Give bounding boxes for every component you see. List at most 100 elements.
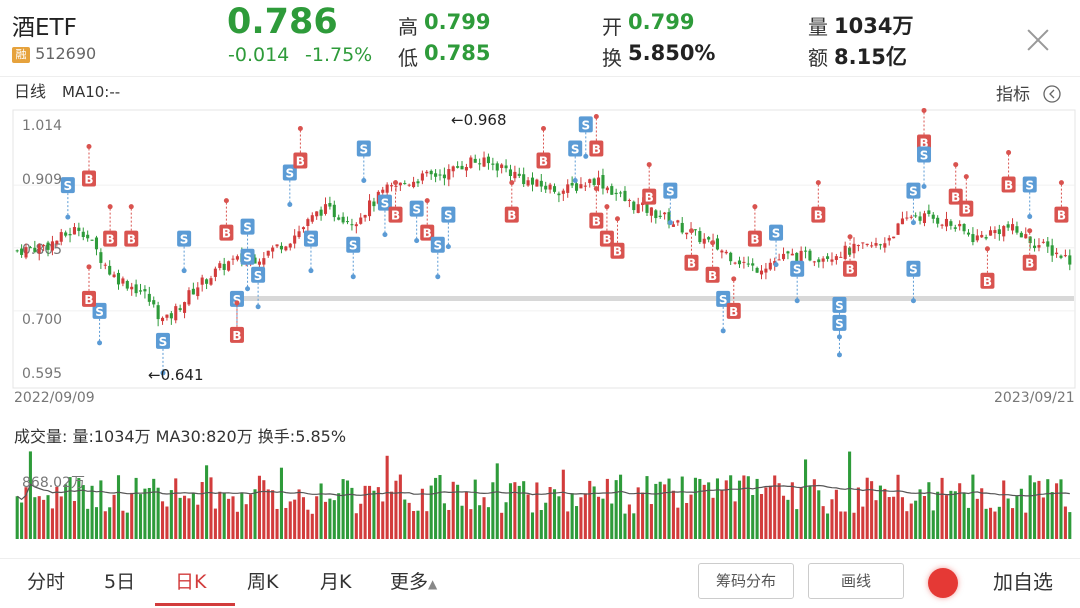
buy-marker: B [124, 204, 139, 247]
buy-marker: B [1022, 228, 1037, 271]
volume-bar [742, 475, 746, 539]
marker-label: S [444, 209, 453, 223]
candle-body [1055, 252, 1059, 255]
volume-bar [843, 511, 847, 539]
marker-label: S [349, 239, 358, 253]
candle-body [561, 190, 565, 194]
volume-bar [517, 485, 521, 539]
candle-body [412, 181, 416, 188]
close-icon[interactable] [1026, 28, 1050, 52]
volume-bar [460, 505, 464, 539]
marker-dot [910, 298, 916, 304]
volume-bar [522, 481, 526, 539]
marker-dot [910, 220, 916, 226]
amount-value: 8.15亿 [834, 45, 907, 69]
volume-bar [966, 507, 971, 539]
indicator-button[interactable]: 指标 [996, 85, 1061, 105]
marker-dot [614, 216, 620, 222]
marker-dot [245, 286, 251, 292]
add-watchlist-button[interactable]: 加自选 [993, 570, 1053, 594]
volume-bar [315, 496, 319, 539]
volume-bar [535, 482, 539, 539]
marker-badge [769, 224, 784, 241]
volume-bar [275, 508, 279, 539]
marker-badge [293, 152, 308, 169]
marker-dot [424, 198, 430, 204]
marker-dot [350, 274, 356, 280]
volume-bar [513, 482, 517, 539]
candle-body [165, 314, 169, 318]
candlestick-series [15, 151, 1072, 327]
volume-bar [306, 509, 310, 539]
marker-label: S [581, 118, 590, 132]
marker-dot [1027, 228, 1033, 234]
buy-marker: B [589, 113, 604, 157]
high-value: 0.799 [424, 10, 491, 34]
volume-bar [636, 487, 640, 539]
candle-body [627, 199, 631, 201]
volume-bar [372, 490, 376, 539]
volume-bar [385, 455, 389, 539]
tab-5day[interactable]: 5日 [104, 571, 136, 593]
candle-body [86, 234, 90, 239]
security-code: 512690 [35, 44, 97, 63]
volume-bar [746, 476, 750, 539]
record-icon[interactable] [928, 568, 958, 598]
volume-bar [962, 493, 966, 539]
candle-body [1037, 245, 1041, 248]
marker-label: S [666, 185, 675, 199]
candle-body [1033, 245, 1037, 249]
candle-body [530, 177, 535, 185]
candle-body [429, 170, 433, 175]
candle-body [59, 232, 63, 242]
tab-monthly-k[interactable]: 月K [320, 571, 352, 593]
y-tick-3: 0.805 [22, 242, 62, 258]
tab-more[interactable]: 更多▲ [390, 567, 437, 594]
tab-fenshi[interactable]: 分时 [27, 571, 66, 593]
candle-body [975, 235, 979, 241]
low-label: 低 [398, 46, 418, 70]
candle-body [993, 230, 997, 234]
marker-badge [504, 206, 519, 223]
marker-label: B [845, 263, 854, 277]
marker-label: S [1025, 179, 1034, 193]
candle-body [1046, 241, 1050, 247]
candle-body [583, 185, 587, 187]
marker-dot [128, 204, 134, 210]
marker-label: S [412, 203, 421, 217]
volume-bar [279, 467, 283, 539]
volume-bar [227, 498, 231, 539]
candle-body [702, 238, 706, 244]
volume-bar [500, 512, 504, 539]
volume-bar [20, 502, 24, 539]
volume-bar [649, 504, 653, 539]
marker-label: S [909, 263, 918, 277]
volume-bar [350, 487, 354, 539]
marker-dot [710, 240, 716, 246]
buy-marker: B [642, 162, 657, 205]
tab-weekly-k[interactable]: 周K [247, 571, 279, 593]
volume-bar [711, 497, 715, 539]
buy-marker: B [219, 198, 234, 241]
kline-chart[interactable]: 日线 MA10:-- 指标 1.014 0.909 0.805 0.700 0.… [0, 78, 1080, 558]
marker-badge [610, 242, 625, 259]
sell-marker: S [663, 182, 678, 226]
marker-label: S [359, 142, 368, 156]
marker-label: B [602, 233, 611, 247]
candle-body [72, 227, 76, 235]
volume-bar [777, 483, 781, 539]
candle-body [156, 305, 160, 320]
volume-bar [200, 482, 204, 539]
candle-body [605, 187, 609, 191]
candle-body [887, 237, 891, 241]
candle-body [909, 216, 913, 218]
volume-bar [262, 480, 266, 539]
chips-distribution-button[interactable]: 筹码分布 [698, 563, 794, 599]
marker-dot [593, 186, 599, 192]
candle-body [663, 212, 667, 215]
candle-body [306, 219, 310, 226]
tab-daily-k[interactable]: 日K [175, 571, 207, 593]
marker-badge [420, 224, 435, 241]
draw-line-button[interactable]: 画线 [808, 563, 904, 599]
marker-dot [921, 107, 927, 113]
